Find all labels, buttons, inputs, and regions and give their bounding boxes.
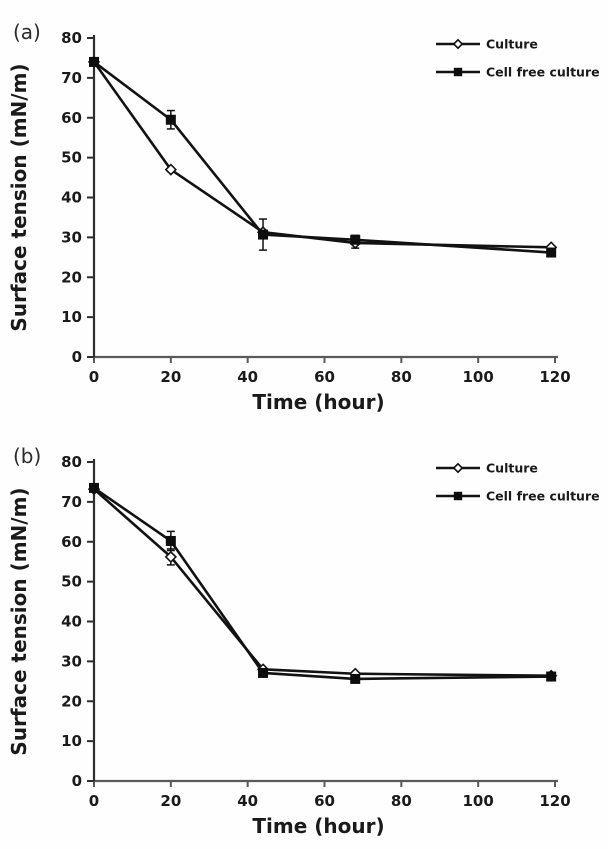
y-tick-label: 60 bbox=[61, 109, 82, 127]
panel-label-b: (b) bbox=[13, 444, 42, 468]
x-tick-label: 60 bbox=[314, 368, 335, 386]
legend-marker-cell-free-culture-square-marker bbox=[453, 491, 463, 501]
panel-label-a: (a) bbox=[13, 20, 41, 44]
y-tick-label: 40 bbox=[61, 613, 82, 631]
y-axis-title: Surface tension (mN/m) bbox=[7, 63, 31, 331]
y-tick-label: 40 bbox=[61, 189, 82, 207]
x-tick-label: 120 bbox=[539, 368, 570, 386]
y-tick-label: 50 bbox=[61, 573, 82, 591]
legend-marker-cell-free-culture-square-marker bbox=[453, 67, 463, 77]
x-tick-label: 40 bbox=[237, 792, 258, 810]
surface-tension-chart-b: 0 20 40 60 80 100 120 0 10 20 30 40 50 60 70 80 Time (ho… bbox=[7, 453, 600, 838]
y-tick-label: 10 bbox=[61, 732, 82, 750]
x-tick-label: 120 bbox=[539, 792, 570, 810]
x-tick-label: 100 bbox=[463, 368, 494, 386]
y-tick-label: 80 bbox=[61, 29, 82, 47]
data-point-cell-free-culture-square-marker bbox=[165, 114, 176, 125]
legend-marker-culture-diamond-marker bbox=[452, 462, 464, 474]
data-point-cell-free-culture-square-marker bbox=[546, 671, 557, 682]
y-tick-label: 80 bbox=[61, 453, 82, 471]
legend-label-culture: Culture bbox=[486, 37, 538, 52]
data-point-cell-free-culture-square-marker bbox=[258, 667, 269, 678]
chart-panel-b: (b) 0 20 40 60 80 100 120 0 10 20 30 40 50 60 70 80 Time… bbox=[0, 424, 608, 848]
y-tick-label: 0 bbox=[72, 348, 82, 366]
y-tick-label: 60 bbox=[61, 533, 82, 551]
data-point-cell-free-culture-square-marker bbox=[258, 229, 269, 240]
surface-tension-chart-a: 0 20 40 60 80 100 120 0 10 20 30 40 50 60 70 80 Time (ho… bbox=[7, 29, 600, 414]
x-tick-label: 80 bbox=[391, 368, 412, 386]
x-tick-label: 60 bbox=[314, 792, 335, 810]
x-axis-title: Time (hour) bbox=[252, 390, 384, 414]
y-tick-label: 50 bbox=[61, 149, 82, 167]
y-tick-label: 30 bbox=[61, 228, 82, 246]
data-point-cell-free-culture-square-marker bbox=[165, 535, 176, 546]
data-point-cell-free-culture-square-marker bbox=[89, 482, 99, 493]
y-tick-label: 70 bbox=[61, 493, 82, 511]
legend-label-cell-free-culture: Cell free culture bbox=[486, 489, 600, 504]
y-tick-label: 0 bbox=[72, 772, 82, 790]
y-tick-label: 10 bbox=[61, 308, 82, 326]
x-tick-label: 40 bbox=[237, 368, 258, 386]
series-line-cell-free-culture bbox=[93, 486, 552, 681]
series-line-culture bbox=[93, 488, 552, 678]
y-tick-label: 20 bbox=[61, 692, 82, 710]
x-tick-label: 80 bbox=[391, 792, 412, 810]
chart-panel-a: (a) 0 20 40 60 80 100 120 0 10 20 30 40 50 60 70 80 Time… bbox=[0, 0, 608, 424]
y-tick-label: 30 bbox=[61, 652, 82, 670]
legend-marker-culture-diamond-marker bbox=[452, 38, 464, 50]
data-point-cell-free-culture-square-marker bbox=[89, 56, 99, 67]
x-tick-label: 0 bbox=[89, 368, 99, 386]
data-point-culture-diamond-marker bbox=[164, 550, 177, 564]
y-axis-title: Surface tension (mN/m) bbox=[7, 487, 31, 755]
y-tick-label: 20 bbox=[61, 268, 82, 286]
data-point-cell-free-culture-square-marker bbox=[350, 234, 361, 245]
legend-label-cell-free-culture: Cell free culture bbox=[486, 65, 600, 80]
data-point-cell-free-culture-square-marker bbox=[350, 673, 361, 684]
data-point-culture-diamond-marker bbox=[164, 163, 177, 176]
x-tick-label: 20 bbox=[160, 792, 181, 810]
x-axis-title: Time (hour) bbox=[252, 814, 384, 838]
legend-label-culture: Culture bbox=[486, 461, 538, 476]
series-line-culture bbox=[92, 61, 552, 249]
y-tick-label: 70 bbox=[61, 69, 82, 87]
x-tick-label: 0 bbox=[89, 792, 99, 810]
x-tick-label: 20 bbox=[160, 368, 181, 386]
x-tick-label: 100 bbox=[463, 792, 494, 810]
data-point-cell-free-culture-square-marker bbox=[546, 247, 557, 258]
